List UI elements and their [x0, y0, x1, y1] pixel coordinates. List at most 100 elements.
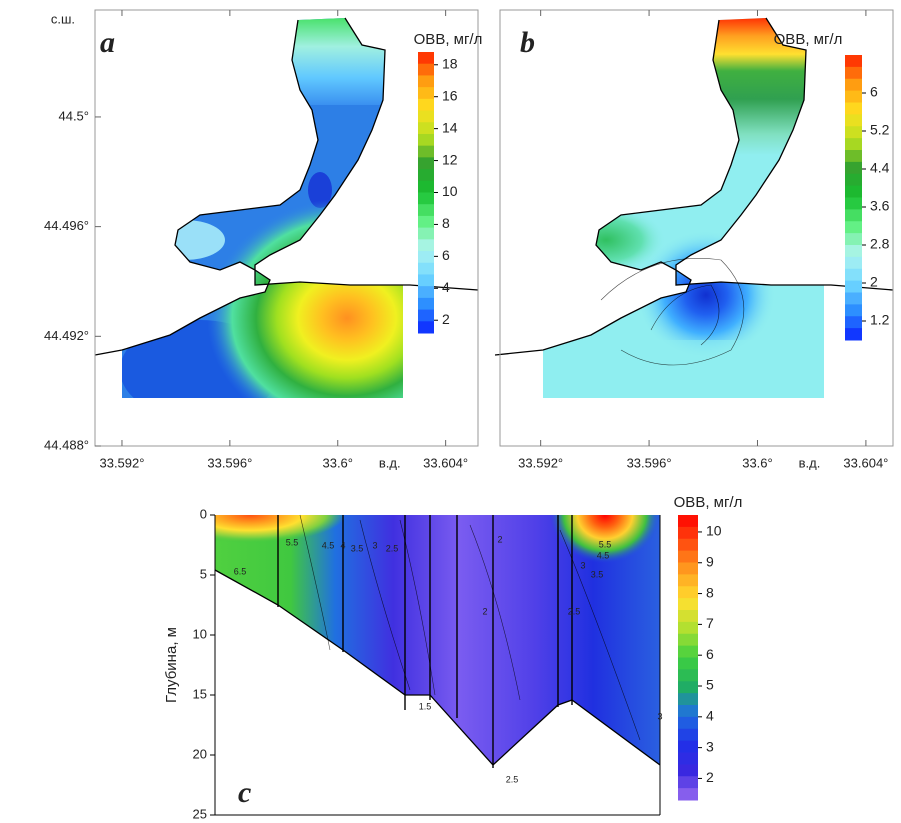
- contour-label: 5.5: [286, 537, 299, 547]
- colorbar-band: [845, 78, 862, 92]
- colorbar-band: [845, 280, 862, 293]
- section-c: [214, 514, 661, 768]
- colorbar-tick-label: 14: [442, 119, 458, 135]
- colorbar-band: [845, 185, 862, 198]
- colorbar-band: [418, 204, 434, 217]
- x-unit: в.д.: [379, 455, 401, 470]
- colorbar-band: [418, 145, 434, 158]
- colorbar-band: [418, 215, 434, 229]
- contour-label: 3.5: [591, 569, 604, 579]
- colorbar-band: [418, 321, 434, 334]
- contour-label: 2: [482, 606, 487, 616]
- contour-label: 2: [497, 534, 502, 544]
- colorbar-band: [845, 66, 862, 80]
- colorbar-band: [418, 157, 434, 170]
- colorbar-band: [678, 740, 698, 753]
- colorbar-tick-label: 5: [706, 677, 714, 693]
- contour-label: 3: [580, 560, 585, 570]
- panel-label: a: [100, 26, 115, 59]
- colorbar-band: [418, 286, 434, 299]
- colorbar-band: [678, 705, 698, 718]
- colorbar-band: [845, 55, 862, 68]
- colorbar-band: [678, 669, 698, 682]
- colorbar-band: [678, 538, 698, 552]
- colorbar-band: [678, 764, 698, 777]
- map-b: [494, 17, 894, 398]
- colorbar-band: [678, 515, 698, 528]
- colorbar-band: [678, 562, 698, 575]
- colorbar-band: [678, 728, 698, 742]
- colorbar-tick-label: 4.4: [870, 160, 890, 176]
- contour-label: 4.5: [597, 550, 610, 560]
- colorbar-band: [678, 621, 698, 635]
- x-tick-label: 33.596°: [627, 455, 672, 470]
- x-tick-label: 33.592°: [518, 455, 563, 470]
- colorbar-band: [678, 526, 698, 540]
- colorbar-band: [678, 776, 698, 789]
- colorbar-band: [418, 274, 434, 287]
- colorbar-band: [845, 304, 862, 317]
- colorbar-tick-label: 10: [442, 183, 458, 199]
- colorbar-tick-label: 5.2: [870, 122, 890, 138]
- colorbar-band: [845, 256, 862, 270]
- contour-label: 3: [657, 711, 662, 721]
- y-tick-label: 44.492°: [44, 328, 89, 343]
- x-tick-label: 33.604°: [843, 455, 888, 470]
- colorbar-title: ОВВ, мг/л: [414, 31, 483, 48]
- colorbar-band: [845, 245, 862, 258]
- colorbar-tick-label: 12: [442, 151, 458, 167]
- plot-frame: [94, 9, 479, 447]
- plot-frame: [499, 9, 894, 447]
- colorbar-band: [678, 574, 698, 587]
- colorbar-band: [678, 788, 698, 801]
- contour-label: 3: [372, 540, 377, 550]
- x-tick-label: 33.6°: [322, 455, 353, 470]
- colorbar-band: [678, 610, 698, 623]
- colorbar-band: [845, 209, 862, 222]
- colorbar-band: [418, 110, 434, 123]
- colorbar-tick-label: 2: [706, 769, 714, 785]
- colorbar-band: [845, 90, 862, 103]
- colorbar-tick-label: 16: [442, 87, 458, 103]
- x-tick-label: 33.6°: [742, 455, 773, 470]
- colorbar-band: [845, 233, 862, 246]
- y-tick-label: 0: [200, 506, 207, 521]
- contour-label: 3.5: [351, 543, 364, 553]
- colorbar-band: [845, 138, 862, 151]
- colorbar-tick-label: 1.2: [870, 312, 890, 328]
- colorbar-band: [418, 52, 434, 65]
- contour-label: 2.5: [568, 606, 581, 616]
- y-tick-label: 44.496°: [44, 218, 89, 233]
- colorbar-title: ОВВ, мг/л: [674, 494, 743, 511]
- colorbar-tick-label: 2: [870, 274, 878, 290]
- colorbar-tick-label: 3.6: [870, 198, 890, 214]
- colorbar-tick-label: 4: [706, 708, 714, 724]
- colorbar-tick-label: 6: [870, 84, 878, 100]
- colorbar-band: [678, 550, 698, 563]
- colorbar-band: [845, 161, 862, 175]
- contour-label: 2.5: [506, 774, 519, 784]
- x-tick-label: 33.592°: [99, 455, 144, 470]
- colorbar-band: [678, 586, 698, 599]
- colorbar-tick-label: 8: [442, 215, 450, 231]
- colorbar-title: ОВВ, мг/л: [774, 31, 843, 48]
- colorbar-band: [678, 716, 698, 730]
- contour-label: 4.5: [322, 540, 335, 550]
- colorbar-band: [678, 633, 698, 647]
- x-tick-label: 33.604°: [423, 455, 468, 470]
- contour-label: 4: [340, 540, 345, 550]
- colorbar-band: [418, 309, 434, 322]
- colorbar-band: [845, 126, 862, 139]
- colorbar-band: [845, 114, 862, 127]
- y-tick-label: 25: [193, 806, 207, 821]
- x-tick-label: 33.596°: [207, 455, 252, 470]
- contour-label: 2.5: [386, 543, 399, 553]
- colorbar-band: [678, 645, 698, 658]
- y-unit: с.ш.: [51, 11, 75, 26]
- colorbar-band: [418, 239, 434, 252]
- colorbar-band: [418, 251, 434, 264]
- colorbar-band: [678, 598, 698, 611]
- panel-label: b: [520, 26, 535, 59]
- colorbar-tick-label: 10: [706, 523, 722, 539]
